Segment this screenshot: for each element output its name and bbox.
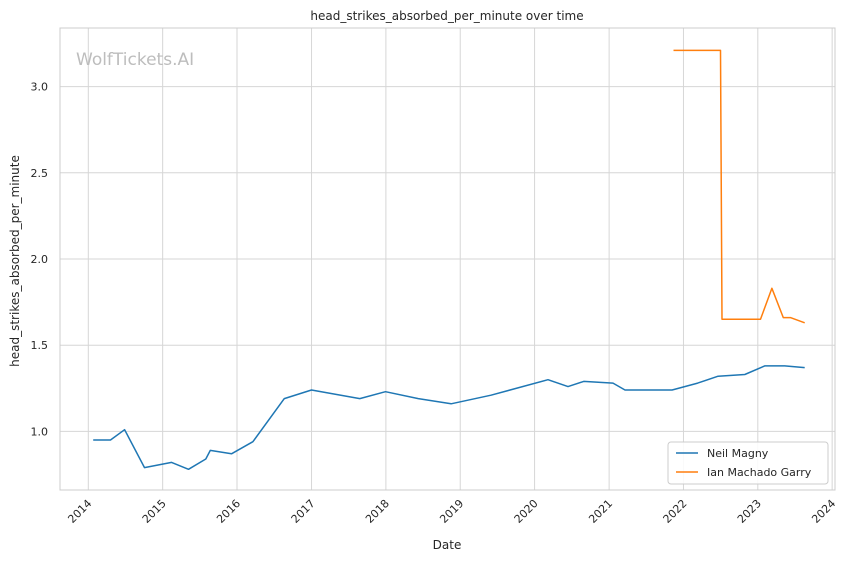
chart-title: head_strikes_absorbed_per_minute over ti… <box>310 9 583 23</box>
series-layer <box>93 49 805 471</box>
y-tick-label: 1.5 <box>31 339 49 352</box>
series-line-neil-magny <box>93 365 805 471</box>
legend: Neil Magny Ian Machado Garry <box>667 441 829 485</box>
plot-frame <box>59 27 836 491</box>
y-tick-label: 2.5 <box>31 167 49 180</box>
legend-label-ian-machado-garry: Ian Machado Garry <box>707 466 812 479</box>
series-line-ian-machado-garry <box>673 49 805 324</box>
legend-box <box>667 441 829 485</box>
y-tick-label: 3.0 <box>31 81 49 94</box>
grid-layer <box>60 28 835 490</box>
x-tick-labels: 2014 2015 2016 2017 2018 2019 2020 2021 2022 2023… <box>65 497 838 526</box>
y-tick-label: 2.0 <box>31 253 49 266</box>
legend-label-neil-magny: Neil Magny <box>707 447 769 460</box>
y-tick-label: 1.0 <box>31 425 49 438</box>
x-axis-title: Date <box>433 538 462 552</box>
y-tick-labels: 1.0 1.5 2.0 2.5 3.0 <box>31 81 49 439</box>
y-axis-title: head_strikes_absorbed_per_minute <box>8 155 22 367</box>
watermark-text: WolfTickets.AI <box>76 50 194 70</box>
